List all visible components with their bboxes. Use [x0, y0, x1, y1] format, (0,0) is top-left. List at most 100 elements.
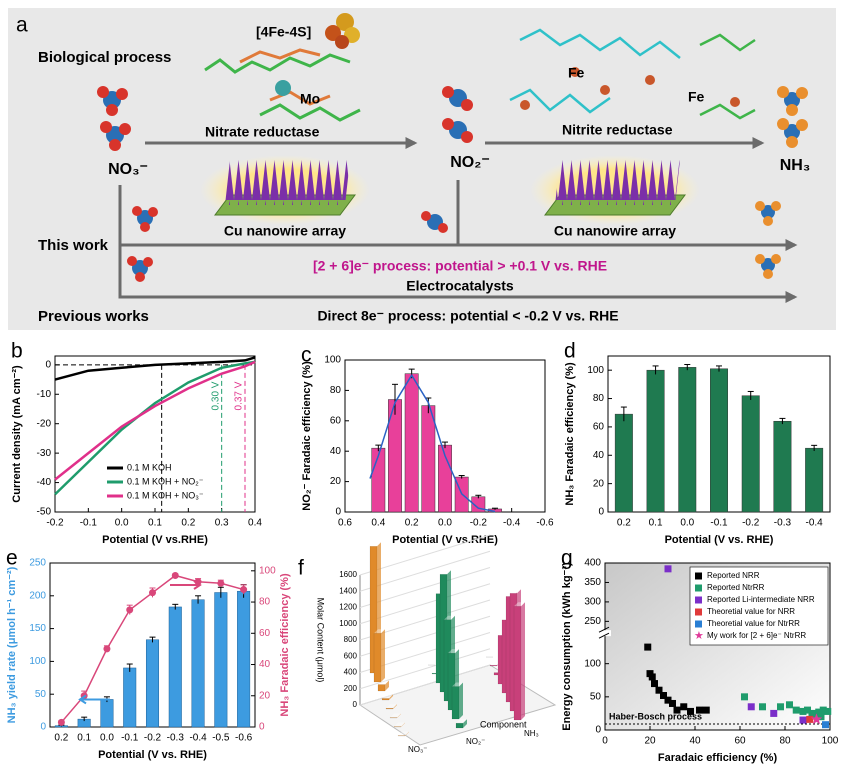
x-tick-label: 0.1	[148, 518, 162, 529]
point	[747, 703, 755, 711]
bar-side	[389, 694, 393, 700]
bar-side	[401, 722, 405, 727]
bar	[489, 664, 498, 667]
x-axis-label: Potential (V vs.RHE)	[102, 534, 208, 546]
x-tick-label: 0.0	[115, 518, 129, 529]
legend-label: Theoretial value for NRR	[707, 607, 795, 616]
x-tick-label: -0.6	[235, 733, 253, 744]
species-label: NO₂⁻	[450, 154, 490, 171]
bar-top	[486, 653, 497, 657]
y-tick-label: 40	[330, 446, 342, 457]
bar-top	[386, 704, 397, 709]
x-tick-label: -0.5	[212, 733, 230, 744]
bar-top	[444, 615, 455, 620]
y-tick-label: -10	[37, 389, 52, 400]
legend-label: My work for [2 + 6]e⁻ NtrRR	[707, 631, 806, 640]
y-tick-label: 0	[45, 359, 51, 370]
x-tick-label: 0.3	[215, 518, 229, 529]
row-label: Biological process	[38, 49, 171, 66]
axis-break	[601, 630, 611, 637]
species-label: NO₃⁻	[108, 161, 148, 178]
point	[799, 716, 807, 724]
y-tick-label: 100	[29, 656, 46, 667]
y-tick-label: -40	[37, 477, 52, 488]
bar	[377, 684, 386, 692]
y-tick-label: -30	[37, 448, 52, 459]
point	[777, 703, 784, 711]
bar-top	[378, 680, 389, 685]
bar-top	[452, 682, 463, 687]
row-label: This work	[38, 237, 109, 254]
y2-tick-label: 80	[259, 597, 271, 608]
annotation: 0.30 V	[210, 381, 221, 410]
axis-break-mark	[598, 626, 610, 639]
x-tick-label: -0.4	[189, 733, 207, 744]
bar	[145, 639, 160, 728]
grid-line	[359, 648, 491, 690]
x-tick-label: 0.0	[100, 733, 114, 744]
axis-arrow	[170, 580, 202, 590]
bar	[191, 599, 205, 728]
point	[799, 707, 807, 715]
bar	[451, 686, 460, 720]
bar	[373, 633, 382, 683]
bar	[455, 722, 464, 729]
y-tick-label: 80	[330, 385, 342, 396]
y-tick-label: 50	[35, 689, 47, 700]
legend-swatch	[695, 620, 702, 628]
grid-line	[359, 664, 491, 706]
x-axis-label: Component	[480, 719, 527, 729]
x-tick-label: -0.3	[774, 518, 792, 529]
panel-label: d	[564, 340, 576, 363]
point	[217, 579, 225, 587]
grid-line	[359, 567, 491, 608]
x-tick-label: -0.1	[710, 518, 728, 529]
legend-label: Theoretial value for NtrRR	[707, 619, 800, 628]
point	[804, 706, 811, 714]
bar-side	[385, 680, 389, 691]
y-tick-label: 350	[584, 577, 601, 588]
point	[648, 673, 656, 681]
point	[149, 589, 156, 597]
bar	[741, 395, 760, 513]
cluster-label: [4Fe-4S]	[256, 24, 311, 40]
x-tick-label: -0.2	[144, 733, 162, 744]
material-label: Cu nanowire array	[554, 223, 676, 239]
point	[669, 699, 676, 707]
atom-label: Fe	[568, 65, 585, 81]
legend-label: Reported Li-intermediate NRR	[707, 595, 815, 604]
legend-label: Reported NRR	[707, 571, 760, 580]
y-tick-label: 800	[344, 635, 358, 644]
point	[651, 680, 658, 688]
y-tick-label: 0	[595, 725, 601, 736]
y-tick-label: 20	[593, 478, 605, 489]
cluster-icon	[325, 13, 360, 49]
component-label: NO₂⁻	[466, 737, 485, 746]
y-tick-label: 250	[29, 558, 46, 569]
y-tick-label: 100	[587, 365, 604, 376]
x-tick-label: 80	[779, 736, 791, 747]
y-axis-label: Energy consumption (kWh kg⁻¹)	[561, 562, 573, 731]
bar-top	[456, 719, 467, 724]
x-axis-label: Potential (V vs. RHE)	[98, 749, 207, 761]
x-tick-label: 100	[822, 736, 839, 747]
bar-side	[405, 731, 409, 736]
panel-a-bg	[8, 8, 836, 330]
grid-line	[359, 534, 491, 576]
legend-swatch	[695, 572, 702, 580]
enzyme-label: Nitrate reductase	[205, 124, 320, 140]
y-tick-label: -20	[37, 418, 52, 429]
y-axis-label: Molar Content (μmol)	[316, 598, 326, 683]
y-tick-label: 600	[344, 651, 358, 660]
x-axis-label: Faradaic efficiency (%)	[658, 752, 778, 764]
y-tick-label: 1200	[339, 603, 357, 612]
legend-swatch	[695, 596, 702, 604]
point	[741, 693, 748, 701]
iron-enzyme	[509, 28, 756, 120]
ammonia-molecules	[755, 86, 808, 279]
plot-frame	[54, 355, 256, 513]
plot-frame	[604, 562, 831, 731]
y2-tick-label: 100	[259, 565, 276, 576]
point	[770, 709, 778, 717]
